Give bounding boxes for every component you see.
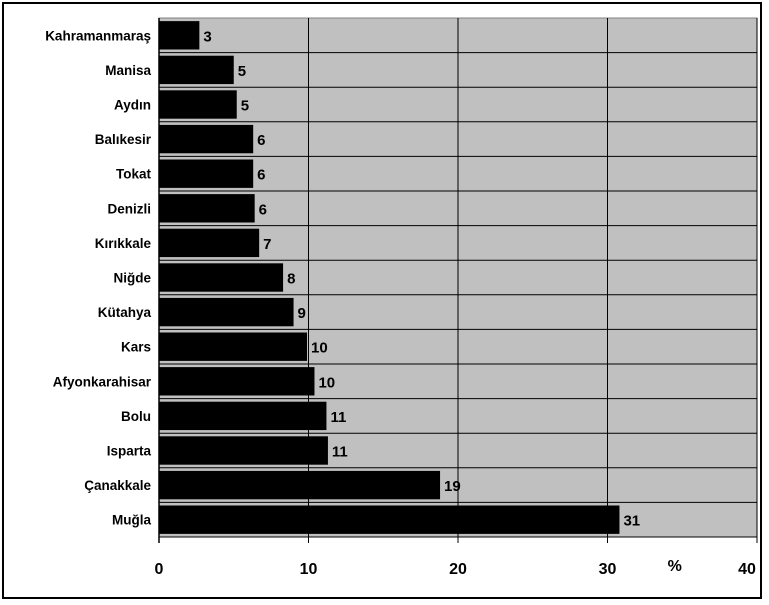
- category-label: Kırıkkale: [95, 236, 152, 251]
- bar-chart: Kahramanmaraş Manisa Aydın Balıkesir Tokat De…: [45, 17, 758, 578]
- category-label: Afyonkarahisar: [53, 374, 152, 389]
- bar: [159, 21, 200, 50]
- category-label: Denizli: [107, 201, 151, 216]
- category-label: Balıkesir: [95, 132, 152, 147]
- data-label: 31: [623, 513, 640, 530]
- category-label: Bolu: [121, 409, 151, 424]
- category-label: Çanakkale: [84, 478, 151, 493]
- category-label: Kütahya: [98, 305, 152, 320]
- bar: [159, 124, 254, 154]
- category-label: Niğde: [113, 271, 151, 286]
- data-label: 3: [203, 28, 211, 45]
- data-label: 6: [257, 167, 265, 184]
- bar: [159, 505, 620, 534]
- x-tick-label: 40: [738, 561, 756, 578]
- data-label: 11: [330, 409, 346, 426]
- data-label: 6: [259, 201, 267, 218]
- data-label: 19: [444, 478, 461, 495]
- bar: [159, 470, 441, 500]
- bar: [159, 263, 284, 292]
- data-label: 5: [241, 98, 249, 115]
- x-axis-unit-label: %: [668, 558, 682, 575]
- category-label: Kars: [121, 340, 151, 355]
- bar: [159, 228, 260, 258]
- bar: [159, 194, 255, 223]
- x-tick-label: 20: [449, 561, 467, 578]
- data-label: 7: [263, 236, 271, 253]
- bar: [159, 55, 234, 85]
- category-label: Kahramanmaraş: [45, 28, 151, 43]
- category-label: Aydın: [114, 98, 151, 113]
- bar: [159, 401, 327, 431]
- data-label: 9: [298, 305, 306, 322]
- bar: [159, 332, 308, 361]
- data-label: 10: [318, 374, 335, 391]
- x-tick-label: 30: [599, 561, 617, 578]
- category-label: Isparta: [107, 444, 152, 459]
- bars: [159, 21, 620, 534]
- data-label: 10: [311, 340, 328, 357]
- bar: [159, 297, 294, 327]
- category-labels: Kahramanmaraş Manisa Aydın Balıkesir Tokat De…: [45, 28, 152, 527]
- x-tick-label: 0: [155, 561, 164, 578]
- category-label: Muğla: [112, 513, 151, 528]
- x-axis: 0 10 20 30 40: [155, 18, 758, 578]
- bar: [159, 367, 315, 396]
- data-label: 5: [238, 63, 246, 80]
- bar: [159, 159, 254, 188]
- bar: [159, 90, 237, 119]
- bar: [159, 436, 328, 465]
- data-label: 6: [257, 132, 265, 149]
- chart-frame: Kahramanmaraş Manisa Aydın Balıkesir Tokat De…: [2, 2, 762, 599]
- category-label: Manisa: [105, 63, 151, 78]
- category-label: Tokat: [116, 167, 152, 182]
- data-label: 8: [287, 271, 295, 288]
- x-tick-label: 10: [300, 561, 318, 578]
- data-label: 11: [332, 444, 348, 461]
